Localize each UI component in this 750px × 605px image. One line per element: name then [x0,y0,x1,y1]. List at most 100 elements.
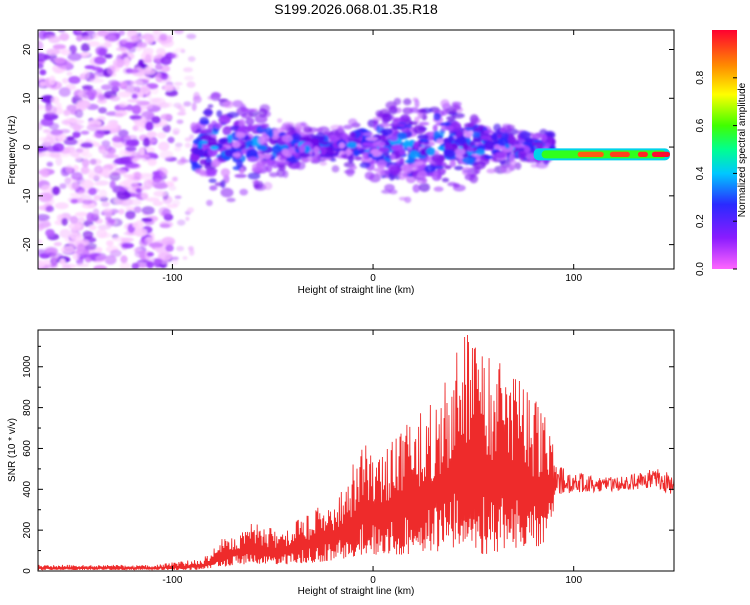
noise-blob-594 [88,187,97,196]
noise-blob-451 [49,152,61,158]
noise-blob-516 [139,238,148,248]
noise-blob-556 [148,137,157,144]
band-blob-1787 [455,148,466,156]
noise-blob-597 [89,78,104,83]
band-blob-1652 [486,168,497,174]
band-blob-1471 [465,127,473,131]
band-blob-1364 [300,121,307,127]
noise-blob-254 [39,221,52,228]
band-blob-1485 [191,102,197,112]
band-blob-1605 [462,157,474,164]
noise-blob-345 [38,63,44,69]
band-blob-1728 [372,141,386,147]
band-blob-1400 [245,117,255,126]
x-tick-label-2: 100 [565,273,582,284]
noise-blob-537 [96,30,109,37]
noise-blob-524 [132,222,139,228]
noise-blob-420 [68,117,79,123]
band-blob-1526 [207,123,214,130]
noise-blob-602 [109,249,122,257]
band-blob-1779 [226,111,239,118]
band-blob-1646 [237,126,246,133]
x-tick-label-2: 100 [565,575,582,586]
band-blob-1772 [219,137,229,143]
noise-blob-242 [58,87,71,97]
band-blob-1794 [535,143,544,150]
noise-blob-567 [59,32,70,42]
band-blob-847 [384,184,395,192]
band-blob-1555 [447,135,455,143]
band-blob-1251 [252,180,259,184]
noise-blob-358 [62,77,69,84]
noise-blob-350 [134,86,142,93]
y-tick-label-4: 20 [22,44,33,56]
noise-blob-601 [146,251,154,257]
noise-blob-418 [99,232,113,239]
noise-blob-339 [98,47,107,57]
onset-blob-680 [173,82,183,86]
noise-blob-498 [72,123,82,132]
noise-blob-514 [118,187,126,193]
band-blob-1775 [398,123,406,128]
band-blob-1643 [338,150,346,155]
noise-blob-613 [152,200,164,206]
noise-blob-517 [86,212,95,222]
noise-blob-621 [81,158,90,168]
band-blob-1684 [381,116,390,124]
noise-blob-637 [69,232,82,240]
band-blob-1090 [471,132,481,138]
band-blob-1746 [303,145,311,154]
colorbar-ticks: 0.0 0.2 0.4 0.6 0.8 [695,70,737,276]
onset-blob-652 [171,258,179,266]
noise-blob-246 [38,30,48,40]
band-blob-1454 [281,124,289,131]
spectrogram-x-ticks: -100 0 100 [162,30,582,284]
noise-blob-616 [138,147,145,156]
noise-blob-565 [159,220,174,229]
band-blob-1154 [360,157,373,162]
onset-blob-675 [188,246,194,251]
noise-blob-236 [125,206,136,212]
noise-blob-6 [167,136,175,144]
x-tick-label-0: -100 [162,273,182,284]
band-blob-943 [206,199,213,207]
band-blob-1765 [338,142,346,149]
noise-blob-325 [81,43,90,53]
band-blob-1722 [232,100,244,108]
band-blob-1753 [345,148,352,156]
band-blob-1781 [443,149,456,158]
noise-blob-341 [136,100,150,106]
band-blob-1508 [205,169,217,177]
band-blob-1687 [517,150,527,160]
noise-blob-622 [45,105,57,115]
noise-blob-179 [75,30,84,33]
noise-blob-609 [112,134,120,143]
band-blob-1324 [436,138,444,144]
noise-blob-442 [165,90,179,97]
noise-blob-396 [50,96,60,104]
band-blob-1567 [445,126,454,131]
noise-blob-603 [161,208,172,217]
onset-blob-669 [168,185,177,191]
noise-blob-598 [68,222,82,230]
band-blob-742 [454,165,464,171]
band-blob-1528 [276,160,290,165]
noise-blob-547 [74,108,84,119]
y-tick-label-1: -10 [22,188,33,203]
band-blob-1662 [362,132,374,137]
y-tick-label-5: 1000 [22,355,33,378]
band-blob-1637 [303,126,313,133]
noise-blob-583 [148,242,164,248]
y-tick-label-1: 200 [22,521,33,538]
band-blob-1306 [483,140,496,150]
noise-blob-508 [63,109,71,117]
band-blob-1716 [389,123,402,127]
band-blob-1532 [269,155,276,161]
noise-blob-412 [116,190,131,201]
noise-blob-64 [38,104,46,110]
noise-blob-121 [156,132,167,139]
noise-blob-606 [121,237,134,243]
noise-blob-80 [104,255,117,265]
noise-blob-492 [53,241,62,247]
band-blob-1760 [197,142,203,149]
